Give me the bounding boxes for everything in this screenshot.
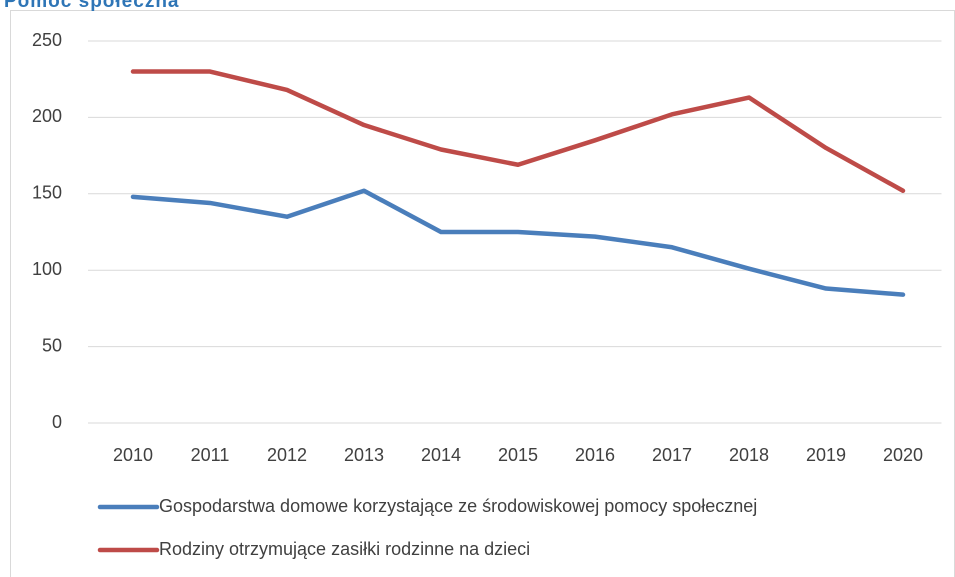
y-tick-label: 150 — [32, 183, 62, 203]
x-tick-label: 2010 — [113, 445, 153, 465]
legend-label: Rodziny otrzymujące zasiłki rodzinne na … — [159, 539, 530, 559]
y-tick-label: 50 — [42, 335, 62, 355]
x-tick-label: 2018 — [729, 445, 769, 465]
title-background — [0, 0, 232, 10]
x-tick-label: 2020 — [883, 445, 923, 465]
x-tick-label: 2016 — [575, 445, 615, 465]
chart-frame — [10, 10, 955, 577]
legend-label: Gospodarstwa domowe korzystające ze środ… — [159, 496, 757, 516]
chart-title: Pomoc społeczna — [4, 0, 180, 12]
x-tick-label: 2013 — [344, 445, 384, 465]
x-tick-label: 2019 — [806, 445, 846, 465]
x-tick-label: 2015 — [498, 445, 538, 465]
data-line — [130, 69, 906, 193]
y-tick-label: 250 — [32, 30, 62, 50]
x-tick-label: 2011 — [191, 445, 230, 465]
x-tick-label: 2014 — [421, 445, 461, 465]
data-line — [130, 188, 906, 297]
y-tick-label: 100 — [32, 259, 62, 279]
x-tick-label: 2012 — [267, 445, 307, 465]
y-tick-label: 0 — [52, 412, 62, 432]
x-tick-label: 2017 — [652, 445, 692, 465]
y-tick-label: 200 — [32, 106, 62, 126]
